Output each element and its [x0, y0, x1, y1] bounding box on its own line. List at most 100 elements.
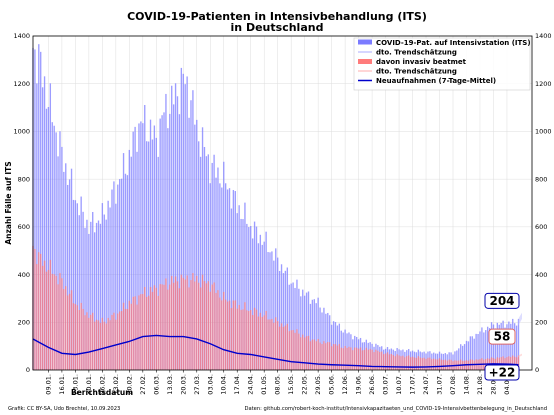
ventilated-bar	[296, 329, 298, 370]
its-bar	[43, 76, 46, 370]
ventilated-bar	[190, 280, 192, 370]
ventilated-bar	[169, 284, 171, 370]
its-bar	[255, 226, 258, 370]
ventilated-bar	[63, 289, 65, 370]
x-tick-label: 27.02.	[139, 374, 147, 395]
its-bar	[298, 288, 300, 370]
ventilated-bar	[157, 295, 159, 370]
its-bar	[153, 125, 156, 370]
ventilated-bar	[45, 271, 48, 370]
its-bar	[107, 200, 109, 370]
its-bar	[130, 156, 132, 370]
its-bar	[82, 211, 84, 370]
its-bar	[467, 341, 470, 370]
ventilated-bar	[65, 286, 67, 370]
ventilated-bar	[336, 345, 339, 370]
ventilated-bar	[421, 358, 423, 370]
its-bar	[163, 112, 165, 370]
ventilated-bar	[284, 325, 287, 370]
ventilated-bar	[119, 311, 121, 370]
its-bar	[323, 307, 325, 370]
ventilated-bar	[510, 356, 512, 370]
ventilated-bar	[207, 281, 209, 370]
ventilated-bar	[134, 296, 136, 370]
ventilated-bar	[34, 248, 36, 370]
ventilated-bar	[223, 291, 225, 370]
x-tick-label: 14.08.	[462, 374, 470, 395]
x-tick-label: 31.07.	[436, 374, 444, 395]
its-bar	[465, 340, 468, 370]
its-bar	[494, 328, 497, 370]
ventilated-bar	[259, 312, 262, 370]
ventilated-bar	[413, 357, 416, 370]
its-bar	[209, 183, 211, 370]
ventilated-bar	[70, 290, 73, 370]
ventilated-bar	[277, 321, 279, 370]
its-bar	[288, 284, 290, 370]
y-tick-label-right: 800	[535, 175, 547, 183]
its-bar	[228, 188, 231, 370]
ventilated-bar	[68, 293, 71, 370]
x-tick-label: 06.03.	[152, 374, 160, 395]
ventilated-bar	[444, 359, 446, 370]
its-bar	[217, 167, 219, 370]
ventilated-bar	[180, 274, 183, 370]
its-bar	[296, 279, 298, 370]
ventilated-bar	[325, 343, 327, 370]
its-bar	[53, 125, 55, 371]
ventilated-bar	[213, 282, 215, 370]
ventilated-bar	[315, 341, 317, 370]
x-tick-label: 07.08.	[449, 374, 457, 395]
ventilated-bar	[446, 360, 448, 370]
its-bar	[325, 313, 327, 370]
its-bar	[456, 350, 458, 370]
its-bar	[57, 156, 59, 370]
ventilated-bar	[111, 314, 113, 370]
its-bar	[51, 122, 53, 370]
y-tick-label-left: 600	[18, 223, 30, 231]
ventilated-bar	[356, 347, 358, 370]
ventilated-bar	[267, 319, 269, 370]
callout-value: 204	[489, 294, 514, 308]
its-bar	[234, 191, 236, 370]
ventilated-bar	[396, 354, 398, 370]
x-tick-label: 24.07.	[422, 374, 430, 395]
trend-band	[518, 312, 522, 326]
ventilated-bar	[209, 291, 211, 370]
its-bar	[134, 126, 136, 370]
ventilated-bar	[350, 347, 352, 370]
y-tick-label-left: 800	[18, 175, 30, 183]
ventilated-bar	[382, 354, 385, 370]
its-bar	[302, 289, 304, 370]
admissions-line-path	[32, 334, 519, 368]
ventilated-bar	[194, 281, 196, 370]
its-bar	[473, 338, 475, 370]
y-tick-label-left: 1400	[13, 32, 30, 40]
ventilated-bar	[419, 357, 421, 370]
ventilated-bar	[303, 337, 306, 370]
ventilated-bar	[153, 285, 156, 370]
its-bar	[155, 137, 157, 370]
ventilated-bar	[398, 355, 400, 370]
its-bar	[103, 214, 105, 370]
ventilated-bar	[250, 310, 252, 370]
its-bar	[190, 100, 192, 370]
y-tick-label-left: 200	[18, 318, 30, 326]
ventilated-bar	[151, 291, 154, 370]
its-bar	[59, 131, 61, 370]
ventilated-bar	[344, 346, 346, 370]
ventilated-bar	[109, 320, 111, 370]
ventilated-bar	[330, 346, 333, 370]
ventilated-bar	[329, 342, 331, 370]
ventilated-bar	[309, 341, 312, 370]
its-bar	[165, 93, 167, 370]
ventilated-bar	[261, 316, 263, 370]
its-bar	[477, 333, 479, 370]
ventilated-bar	[512, 355, 514, 370]
x-tick-label: 06.02.	[98, 374, 106, 395]
its-bar	[275, 248, 277, 370]
its-bar	[99, 223, 102, 370]
ventilated-bar	[132, 296, 134, 370]
ventilated-bar	[415, 357, 418, 370]
ventilated-bar	[257, 316, 260, 370]
